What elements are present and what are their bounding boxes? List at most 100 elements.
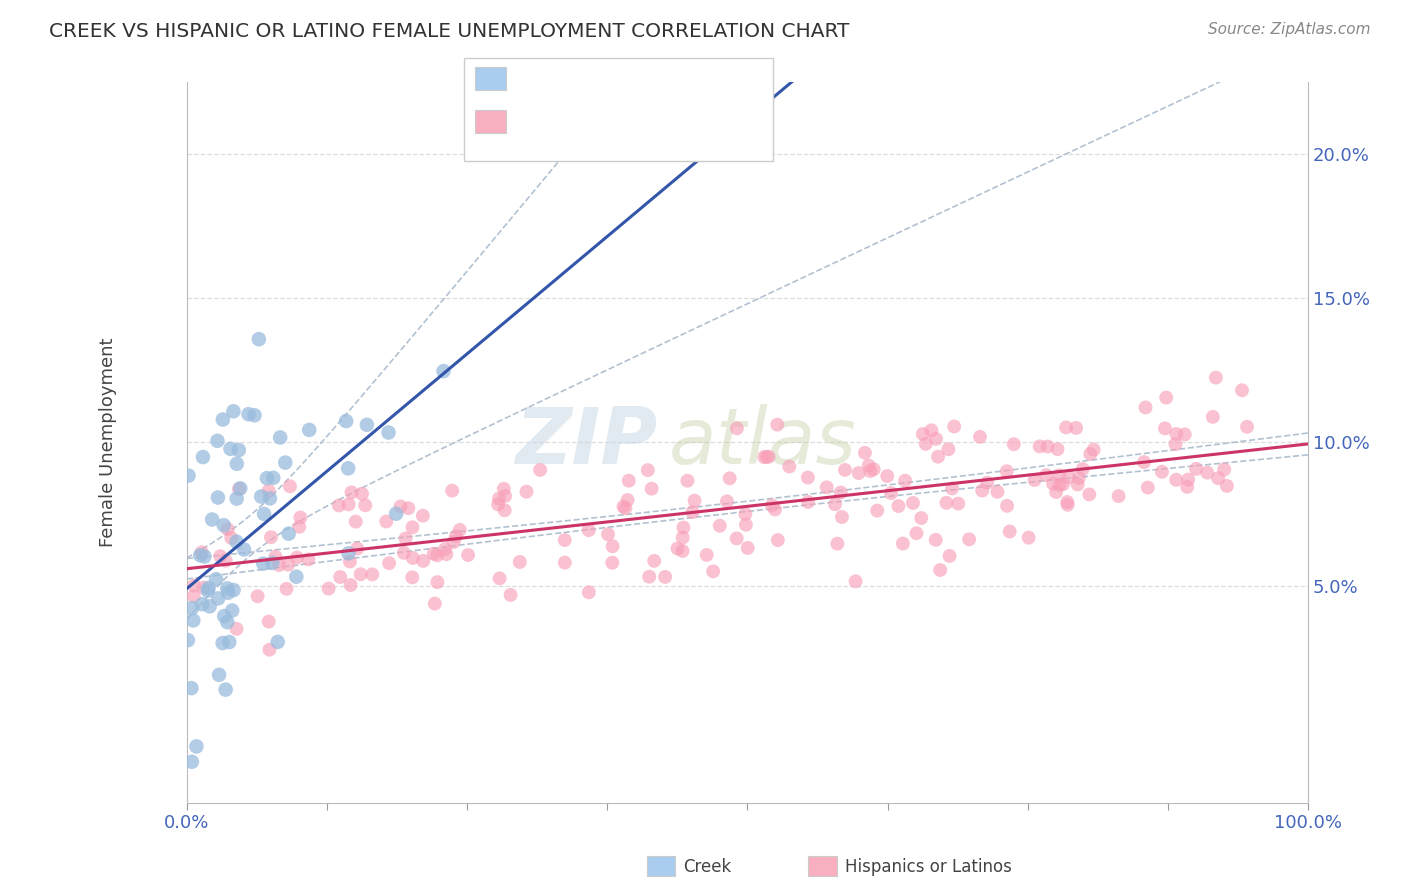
Text: Source: ZipAtlas.com: Source: ZipAtlas.com <box>1208 22 1371 37</box>
Point <box>422 547 444 561</box>
Point <box>197 581 219 595</box>
Point <box>225 534 247 549</box>
Point <box>614 501 637 516</box>
Point <box>356 417 378 432</box>
Point <box>217 586 239 600</box>
Point <box>827 537 849 551</box>
Point <box>264 549 287 564</box>
Point <box>758 450 780 464</box>
Point <box>654 570 676 584</box>
Point <box>340 485 363 500</box>
Point <box>207 591 229 606</box>
Point <box>288 520 311 534</box>
Point <box>1052 477 1074 491</box>
Point <box>297 552 319 566</box>
Point <box>426 575 449 590</box>
Point <box>1154 421 1177 435</box>
Point <box>335 414 357 428</box>
Point <box>901 496 924 510</box>
Point <box>346 541 368 556</box>
Point <box>880 486 903 500</box>
Point <box>247 332 270 346</box>
Point <box>718 471 741 485</box>
Point <box>1133 455 1156 469</box>
Point <box>671 544 693 558</box>
Point <box>426 549 449 563</box>
Point <box>761 499 783 513</box>
Point <box>208 668 231 682</box>
Point <box>848 466 870 480</box>
Point <box>935 496 957 510</box>
Point <box>927 450 949 464</box>
Point <box>920 423 942 437</box>
Point <box>256 471 278 485</box>
Point <box>1056 495 1078 509</box>
Point <box>1066 477 1088 491</box>
Text: ZIP: ZIP <box>516 404 658 480</box>
Point <box>285 570 308 584</box>
Point <box>225 491 247 506</box>
Point <box>197 583 219 598</box>
Point <box>682 505 704 519</box>
Point <box>188 549 211 563</box>
Point <box>602 539 624 553</box>
Point <box>412 554 434 568</box>
Point <box>554 533 576 547</box>
Point <box>392 546 415 560</box>
Point <box>225 622 247 636</box>
Point <box>1216 479 1239 493</box>
Point <box>834 463 856 477</box>
Point <box>640 482 662 496</box>
Point <box>221 603 243 617</box>
Point <box>995 464 1018 478</box>
Point <box>328 499 350 513</box>
Point <box>1213 462 1236 476</box>
Point <box>183 579 205 593</box>
Point <box>250 490 273 504</box>
Point <box>486 498 509 512</box>
Point <box>177 468 200 483</box>
Point <box>969 430 991 444</box>
Point <box>191 597 214 611</box>
Point <box>702 565 724 579</box>
Point <box>672 520 695 534</box>
Point <box>1236 419 1258 434</box>
Point <box>1177 473 1199 487</box>
Point <box>1202 409 1225 424</box>
Point <box>1175 480 1198 494</box>
Point <box>1166 473 1188 487</box>
Point <box>492 482 515 496</box>
Point <box>385 507 408 521</box>
Point <box>488 491 510 506</box>
Point <box>554 556 576 570</box>
Point <box>637 463 659 477</box>
Point <box>616 493 638 508</box>
Point <box>737 541 759 555</box>
Point <box>443 535 465 549</box>
Point <box>378 556 401 570</box>
Point <box>925 432 948 446</box>
Point <box>755 450 778 464</box>
Point <box>259 491 281 506</box>
Point <box>350 567 373 582</box>
Point <box>672 531 695 545</box>
Point <box>716 494 738 508</box>
Point <box>193 549 215 564</box>
Point <box>1206 471 1229 485</box>
Point <box>180 681 202 695</box>
Point <box>972 483 994 498</box>
Point <box>499 588 522 602</box>
Point <box>262 471 284 485</box>
Text: R = 0.220   N = 62: R = 0.220 N = 62 <box>515 70 699 87</box>
Point <box>277 526 299 541</box>
Point <box>423 597 446 611</box>
Text: atlas: atlas <box>669 404 856 480</box>
Point <box>1164 437 1187 451</box>
Point <box>938 549 960 563</box>
Point <box>1067 471 1090 485</box>
Point <box>344 515 367 529</box>
Point <box>229 481 252 495</box>
Point <box>815 480 838 494</box>
Point <box>1024 473 1046 487</box>
Point <box>361 567 384 582</box>
